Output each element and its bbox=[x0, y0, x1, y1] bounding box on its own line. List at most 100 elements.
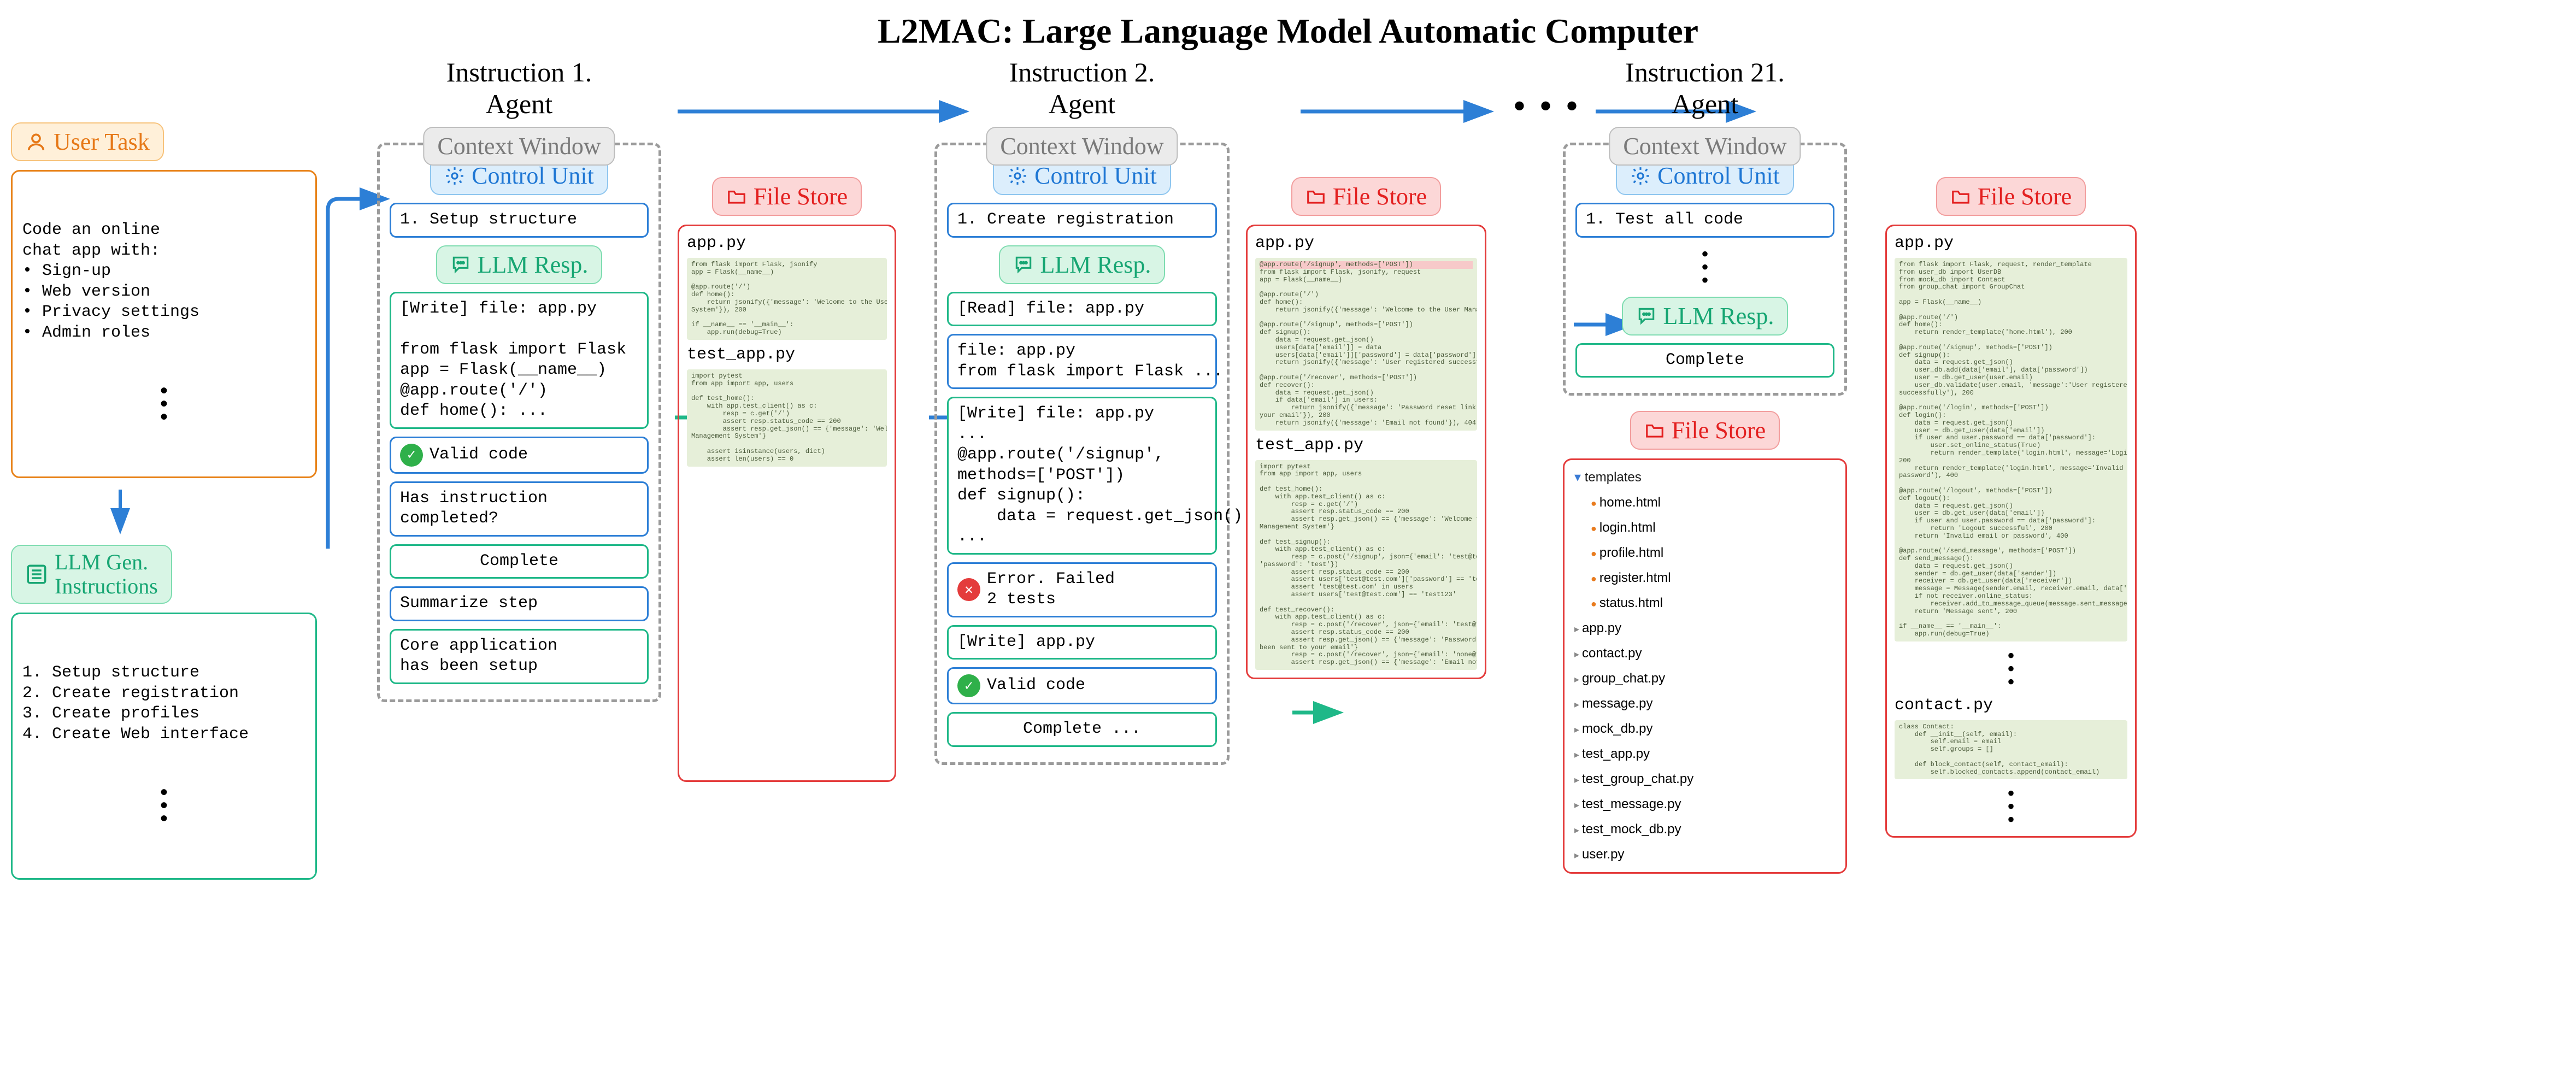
gear-icon bbox=[1007, 166, 1028, 186]
filestore1-pill: File Store bbox=[712, 177, 862, 216]
vdots: ••• bbox=[1575, 248, 1834, 287]
folder-icon bbox=[1305, 186, 1326, 207]
filestore-tree: templates home.html login.html profile.html… bbox=[1563, 458, 1847, 874]
fs3-file2: contact.py bbox=[1895, 696, 2127, 715]
gear-icon bbox=[444, 166, 465, 186]
user-icon bbox=[25, 131, 47, 153]
check-icon: ✓ bbox=[957, 674, 980, 697]
tree-file: login.html bbox=[1572, 518, 1838, 538]
fs3-file1: app.py bbox=[1895, 234, 2127, 252]
filestore3-pill: File Store bbox=[1936, 177, 2086, 216]
a2-file-echo: file: app.py from flask import Flask ... bbox=[947, 334, 1217, 389]
a1-complete: Complete bbox=[390, 544, 649, 579]
folder-icon bbox=[1644, 420, 1665, 441]
llm-gen-label: LLM Gen. Instructions bbox=[55, 550, 158, 598]
tree-file: test_app.py bbox=[1572, 744, 1838, 764]
tree-file: test_message.py bbox=[1572, 794, 1838, 814]
a3-complete: Complete bbox=[1575, 343, 1834, 378]
tree-file: test_group_chat.py bbox=[1572, 769, 1838, 789]
user-task-label: User Task bbox=[54, 128, 150, 156]
user-task-pill: User Task bbox=[11, 122, 164, 161]
a2-error: ✕ Error. Failed 2 tests bbox=[947, 562, 1217, 617]
control-unit-label: Control Unit bbox=[1657, 162, 1780, 190]
tree-file: home.html bbox=[1572, 493, 1838, 513]
llm-resp-pill: LLM Resp. bbox=[436, 245, 603, 284]
context-window-2: Context Window Control Unit 1. Create re… bbox=[934, 143, 1230, 765]
llm-gen-card: 1. Setup structure 2. Create registratio… bbox=[11, 613, 317, 880]
llm-resp-label: LLM Resp. bbox=[478, 251, 589, 279]
arrow-right-teal-icon bbox=[1292, 702, 1347, 723]
check-icon: ✓ bbox=[400, 444, 423, 467]
filestore-label: File Store bbox=[1672, 416, 1766, 444]
user-task-card: Code an online chat app with: • Sign-up … bbox=[11, 170, 317, 478]
a1-question: Has instruction completed? bbox=[390, 481, 649, 537]
gear-icon bbox=[1630, 166, 1651, 186]
chat-icon bbox=[1013, 254, 1034, 275]
filestore1-panel: app.py from flask import Flask, jsonify … bbox=[678, 225, 896, 782]
a2-error-label: Error. Failed 2 tests bbox=[987, 569, 1115, 610]
arrow-right-icon bbox=[678, 101, 973, 122]
vdots: ••• bbox=[1895, 649, 2127, 688]
context-pill: Context Window bbox=[1609, 127, 1801, 166]
a2-read: [Read] file: app.py bbox=[947, 292, 1217, 327]
page-title: L2MAC: Large Language Model Automatic Co… bbox=[11, 11, 2565, 51]
filestore3-panel: app.py from flask import Flask, request,… bbox=[1885, 225, 2137, 838]
a1-summ-out: Core application has been setup bbox=[390, 629, 649, 684]
a2-write2: [Write] app.py bbox=[947, 625, 1217, 660]
arrow-down-icon bbox=[104, 487, 137, 536]
fs2-file1: app.py bbox=[1255, 234, 1477, 252]
fs1-code1: from flask import Flask, jsonify app = F… bbox=[687, 258, 887, 340]
tree-folder: templates bbox=[1572, 468, 1838, 487]
agent3-header: Instruction 21. Agent bbox=[1563, 57, 1847, 120]
fs2-code2: import pytest from app import app, users… bbox=[1255, 460, 1477, 670]
vdots: ••• bbox=[1895, 787, 2127, 826]
x-icon: ✕ bbox=[957, 578, 980, 601]
user-task-text: Code an online chat app with: • Sign-up … bbox=[22, 220, 305, 343]
tree-file: contact.py bbox=[1572, 644, 1838, 663]
tree-file: group_chat.py bbox=[1572, 669, 1838, 688]
context-pill: Context Window bbox=[986, 127, 1178, 166]
a1-summ: Summarize step bbox=[390, 586, 649, 621]
agent1-header: Instruction 1. Agent bbox=[377, 57, 661, 120]
tree-file: status.html bbox=[1572, 593, 1838, 613]
tree-file: app.py bbox=[1572, 619, 1838, 638]
arrow-right-icon bbox=[1301, 101, 1497, 122]
a1-control-step: 1. Setup structure bbox=[390, 203, 649, 238]
a2-control-step: 1. Create registration bbox=[947, 203, 1217, 238]
folder-icon bbox=[1950, 186, 1971, 207]
chat-icon bbox=[450, 254, 471, 275]
a2-valid: ✓ Valid code bbox=[947, 667, 1217, 704]
a2-complete: Complete ... bbox=[947, 712, 1217, 747]
fs3-code1: from flask import Flask, request, render… bbox=[1895, 258, 2127, 641]
tree-file: user.py bbox=[1572, 845, 1838, 864]
chat-icon bbox=[1636, 305, 1657, 326]
llm-gen-pill: LLM Gen. Instructions bbox=[11, 545, 172, 604]
a1-valid-label: Valid code bbox=[430, 445, 528, 466]
context-window-1: Context Window Control Unit 1. Setup str… bbox=[377, 143, 661, 702]
tree-file: test_mock_db.py bbox=[1572, 820, 1838, 839]
context-pill: Context Window bbox=[423, 127, 615, 166]
agent2-header: Instruction 2. Agent bbox=[934, 57, 1230, 120]
vdots: ••• bbox=[22, 788, 305, 827]
a2-valid-label: Valid code bbox=[987, 675, 1085, 696]
filestore-tree-pill: File Store bbox=[1630, 411, 1780, 450]
llm-resp-pill: LLM Resp. bbox=[999, 245, 1166, 284]
control-unit-label: Control Unit bbox=[1034, 162, 1157, 190]
control-unit-label: Control Unit bbox=[472, 162, 594, 190]
filestore2-panel: app.py @app.route('/signup', methods=['P… bbox=[1246, 225, 1486, 679]
llm-resp-label: LLM Resp. bbox=[1040, 251, 1151, 279]
folder-icon bbox=[726, 186, 747, 207]
tree-file: register.html bbox=[1572, 568, 1838, 588]
a1-write-box: [Write] file: app.py from flask import F… bbox=[390, 292, 649, 429]
llm-resp-pill: LLM Resp. bbox=[1622, 297, 1789, 336]
tree-file: message.py bbox=[1572, 694, 1838, 714]
fs2-file2: test_app.py bbox=[1255, 436, 1477, 455]
fs1-file2: test_app.py bbox=[687, 345, 887, 364]
fs1-file1: app.py bbox=[687, 234, 887, 252]
tree-file: profile.html bbox=[1572, 543, 1838, 563]
filestore-label: File Store bbox=[1333, 183, 1427, 210]
fs2-code1: @app.route('/signup', methods=['POST'])f… bbox=[1255, 258, 1477, 431]
a2-write: [Write] file: app.py ... @app.route('/si… bbox=[947, 397, 1217, 555]
fs1-code2: import pytest from app import app, users… bbox=[687, 369, 887, 467]
list-icon bbox=[25, 563, 48, 586]
